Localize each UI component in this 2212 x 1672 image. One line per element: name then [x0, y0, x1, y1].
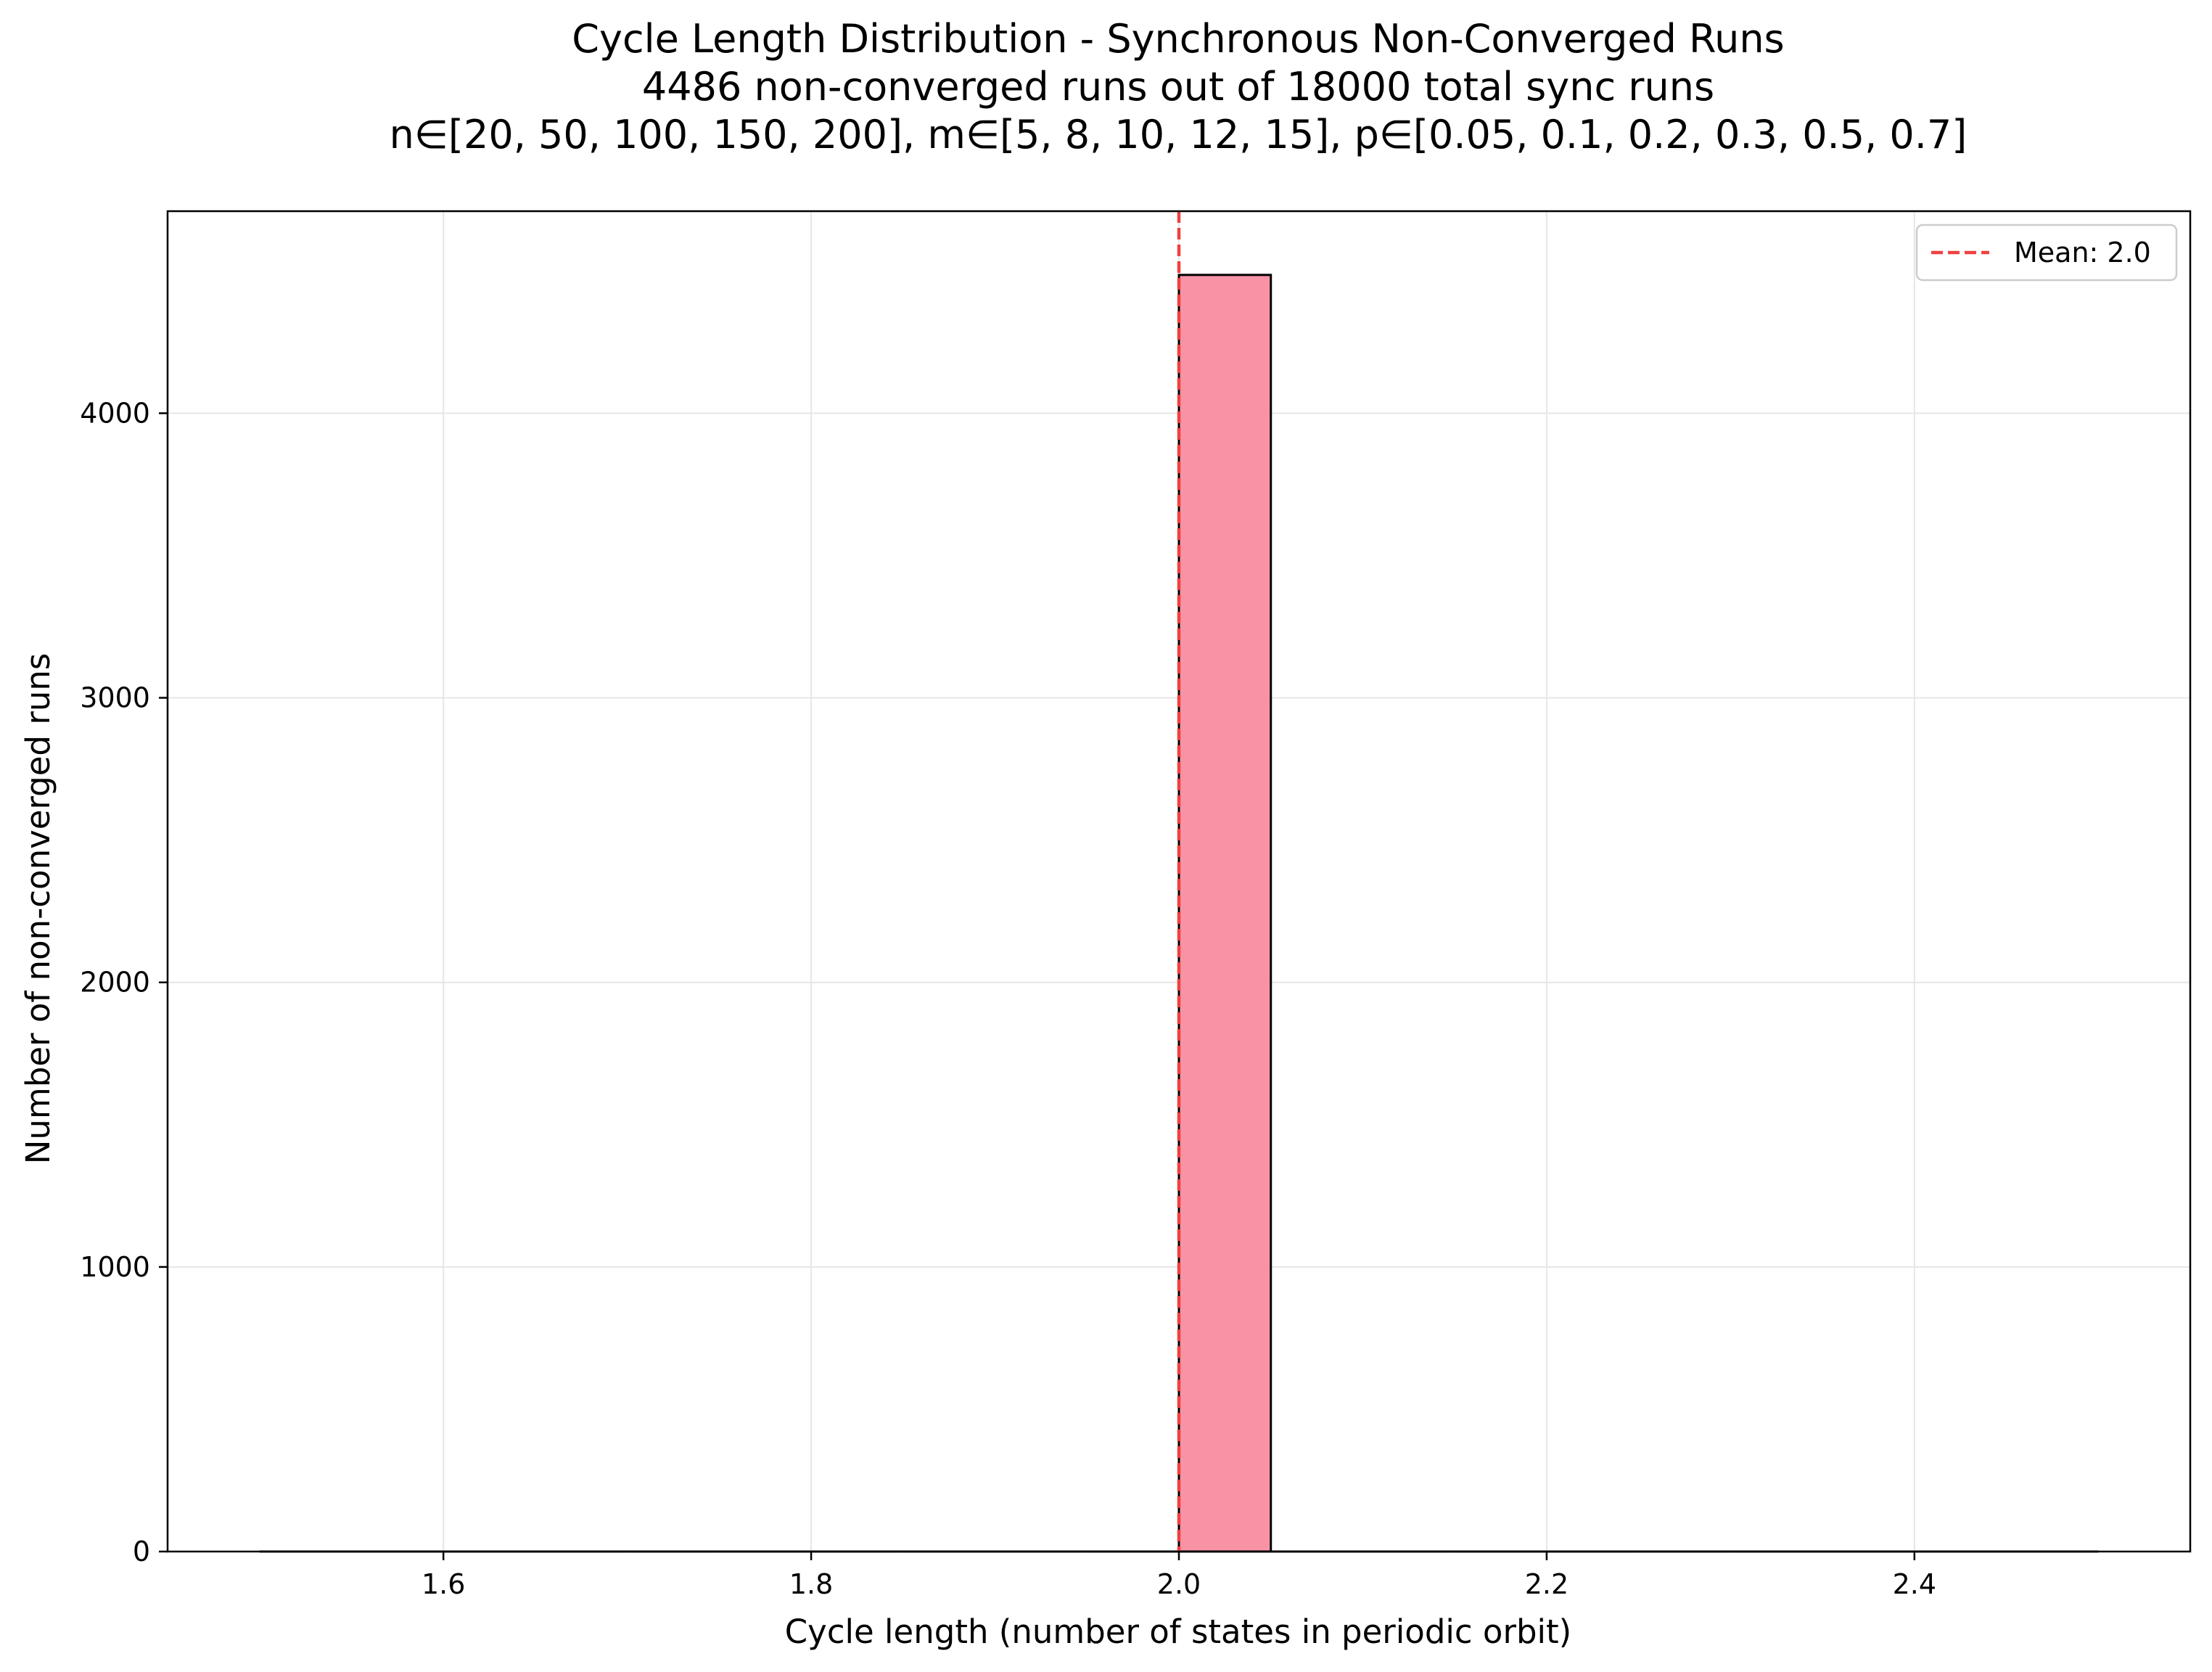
x-tick-label: 2.4: [1893, 1568, 1936, 1600]
y-tick-label: 4000: [80, 397, 150, 429]
y-axis-ticks: 0 1000 2000 3000 4000: [80, 397, 168, 1568]
y-tick-label: 1000: [80, 1251, 150, 1283]
x-axis-ticks: 1.6 1.8 2.0 2.2 2.4: [422, 1552, 1936, 1600]
legend-mean-label: Mean: 2.0: [2014, 237, 2151, 269]
y-tick-label: 0: [133, 1536, 150, 1568]
chart-title-line-3: n∈[20, 50, 100, 150, 200], m∈[5, 8, 10, …: [390, 112, 1968, 157]
chart-title-line-2: 4486 non-converged runs out of 18000 tot…: [642, 64, 1714, 110]
y-tick-label: 2000: [80, 967, 150, 999]
histogram-bar: [1177, 274, 1272, 1553]
y-axis-label: Number of non-converged runs: [19, 653, 57, 1165]
x-axis-label: Cycle length (number of states in period…: [785, 1612, 1571, 1651]
chart-title-line-1: Cycle Length Distribution - Synchronous …: [572, 16, 1784, 62]
x-tick-label: 1.6: [422, 1568, 465, 1600]
x-tick-label: 2.2: [1525, 1568, 1568, 1600]
y-tick-label: 3000: [80, 682, 150, 714]
legend: Mean: 2.0: [1915, 224, 2178, 282]
x-tick-label: 2.0: [1157, 1568, 1201, 1600]
legend-box: [1915, 224, 2178, 282]
chart-title: Cycle Length Distribution - Synchronous …: [390, 16, 1968, 157]
x-tick-label: 1.8: [789, 1568, 833, 1600]
